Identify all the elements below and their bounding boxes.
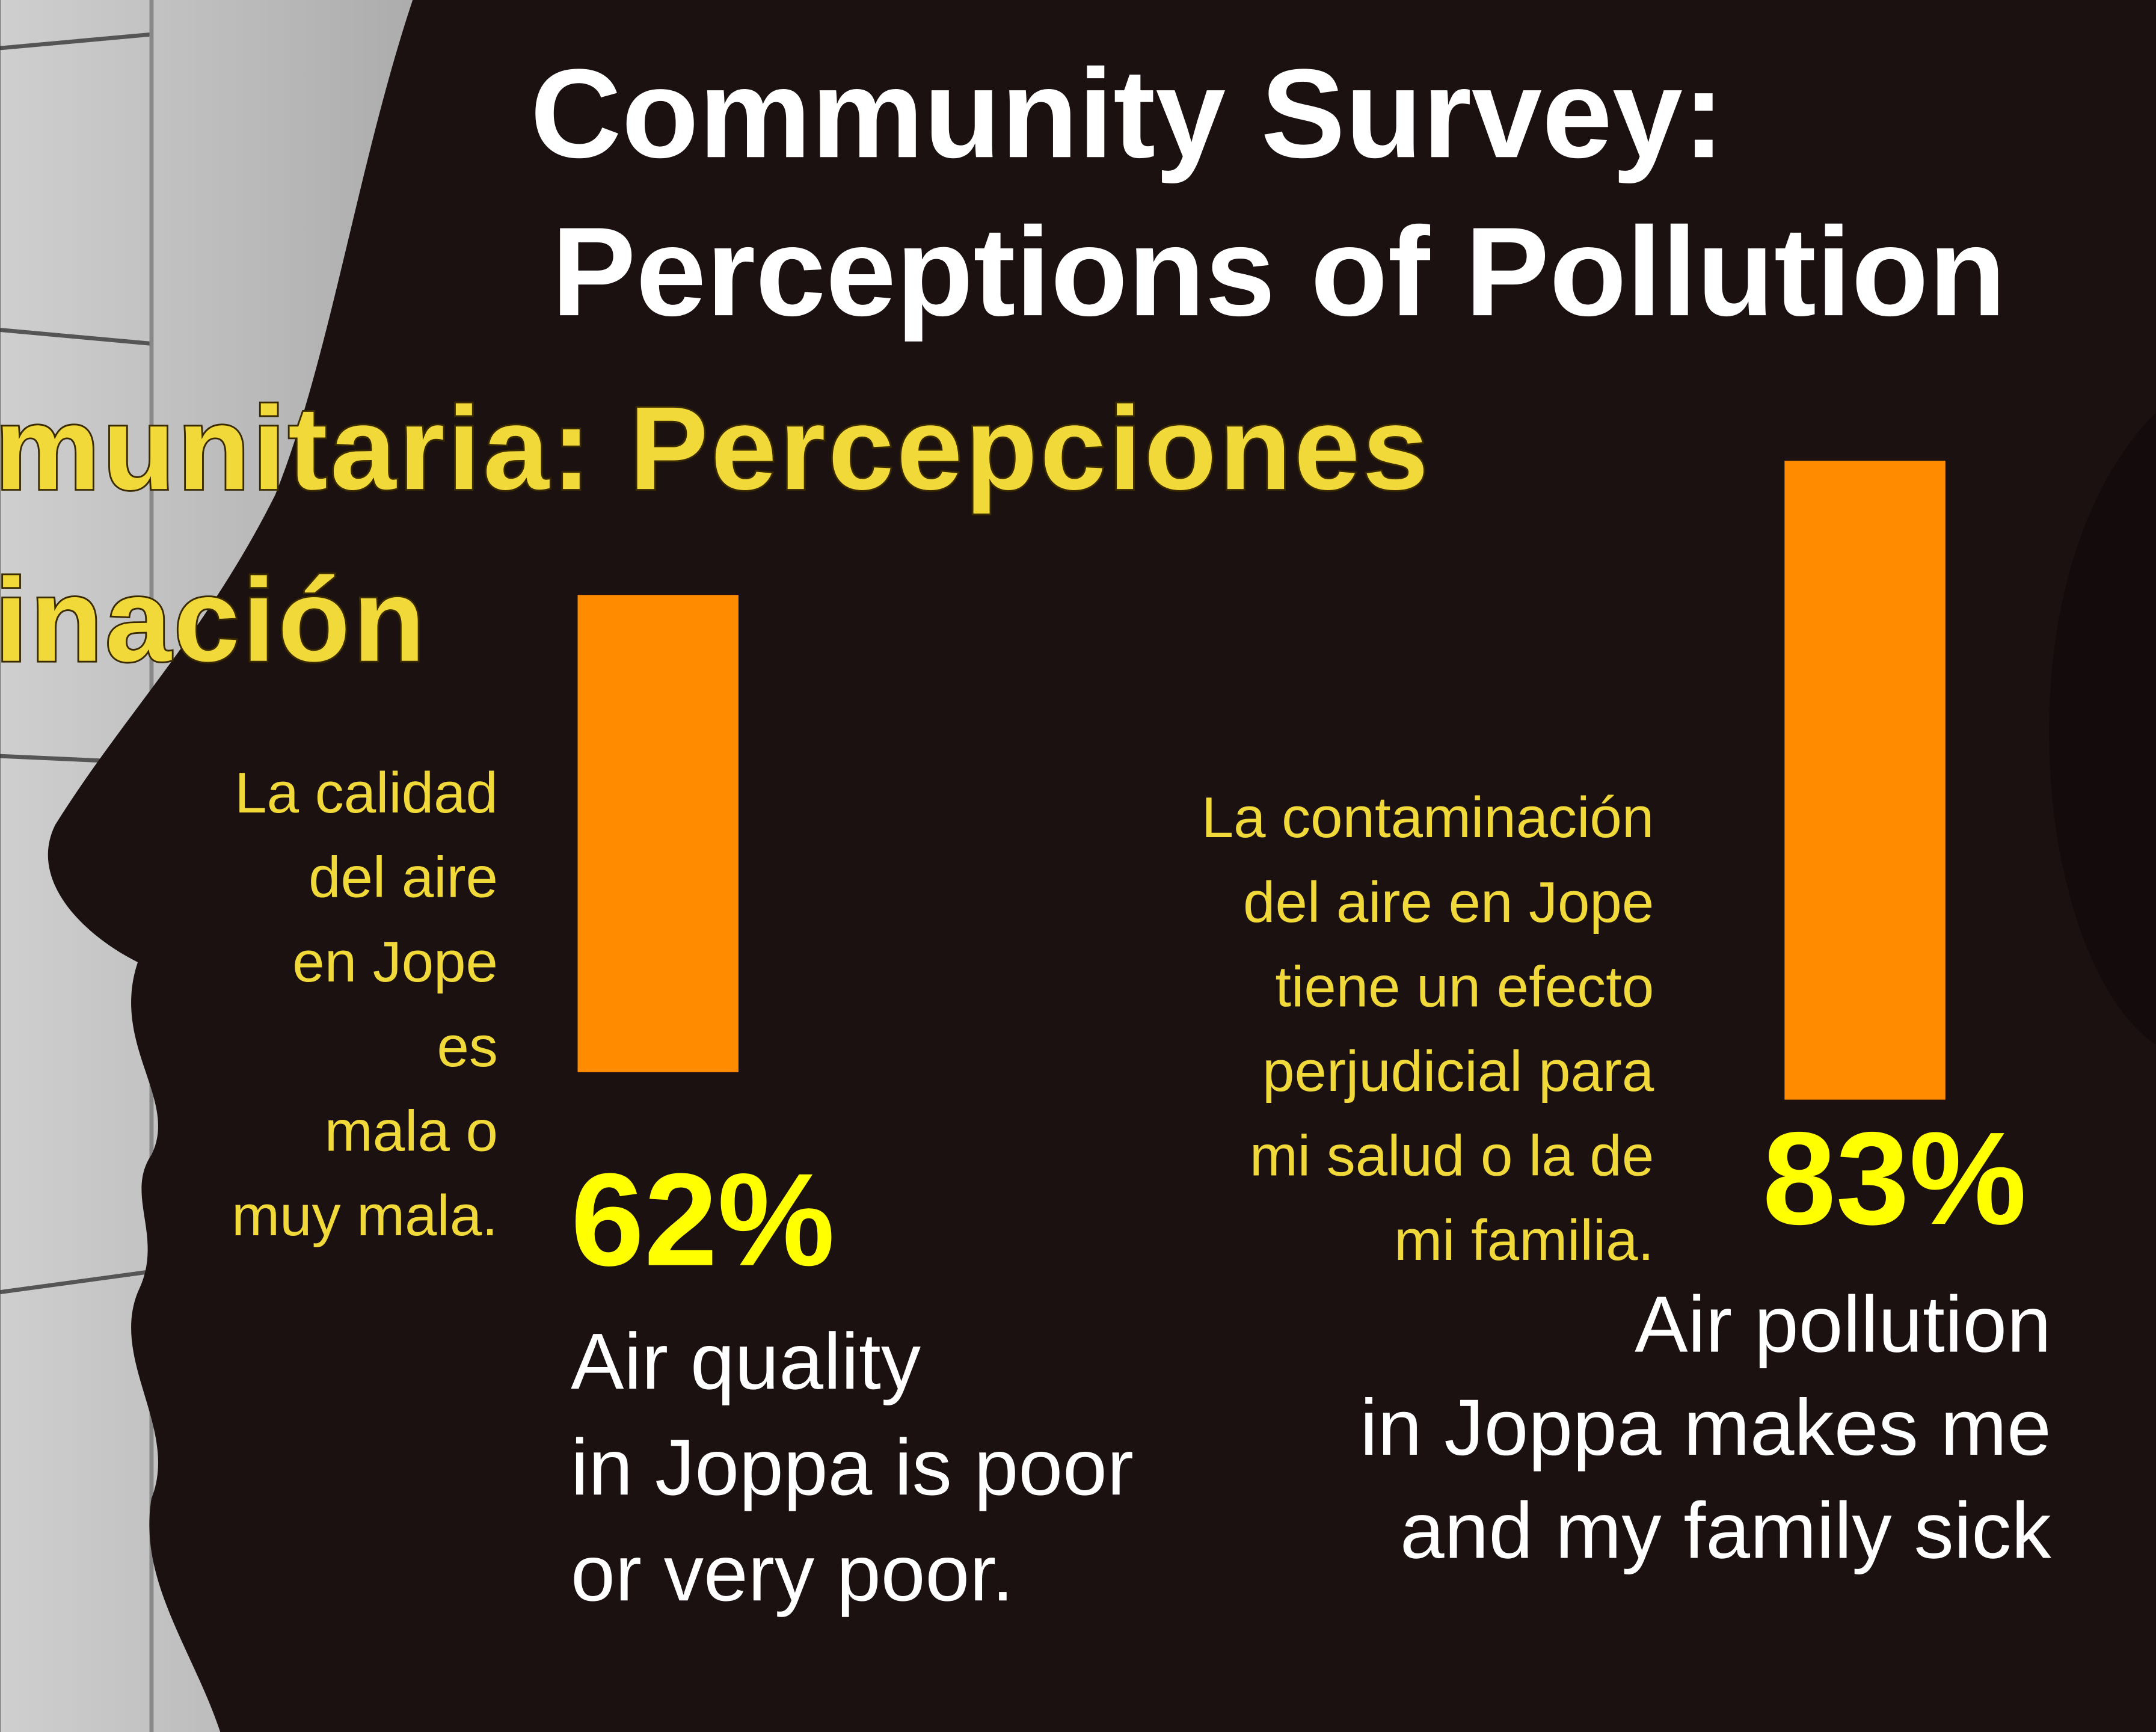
- category-label: in Joppa is poor: [571, 1423, 1134, 1512]
- bar: [1784, 461, 1946, 1100]
- spanish-label: en Jope: [292, 930, 498, 994]
- bar: [577, 595, 739, 1072]
- spanish-label: mala o: [325, 1099, 498, 1163]
- spanish-label: perjudicial para: [1262, 1039, 1654, 1104]
- spanish-label: del aire en Jope: [1243, 870, 1654, 935]
- category-label: in Joppa makes me: [1360, 1383, 2051, 1472]
- spanish-label: La calidad: [235, 761, 498, 825]
- spanish-label: muy mala.: [232, 1184, 498, 1248]
- title: Perceptions of Pollution: [551, 201, 2006, 342]
- subtitle: munitaria: Percepciones: [0, 382, 1431, 514]
- spanish-label: tiene un efecto: [1275, 954, 1654, 1019]
- spanish-label: es: [437, 1015, 498, 1079]
- category-label: Air pollution: [1635, 1280, 2051, 1369]
- spanish-label: mi salud o la de: [1250, 1124, 1654, 1188]
- spanish-label: mi familia.: [1394, 1208, 1654, 1273]
- category-label: or very poor.: [571, 1529, 1014, 1618]
- category-label: and my family sick: [1400, 1486, 2052, 1575]
- shadow: [2049, 412, 2156, 1045]
- value-label: 62%: [571, 1146, 835, 1294]
- spanish-label: La contaminación: [1202, 785, 1654, 850]
- category-label: Air quality: [571, 1317, 921, 1406]
- subtitle: inación: [0, 554, 428, 686]
- spanish-label: del aire: [309, 846, 498, 910]
- title: Community Survey:: [530, 43, 1725, 184]
- value-label: 83%: [1763, 1105, 2027, 1252]
- silhouette: [48, 0, 2156, 1732]
